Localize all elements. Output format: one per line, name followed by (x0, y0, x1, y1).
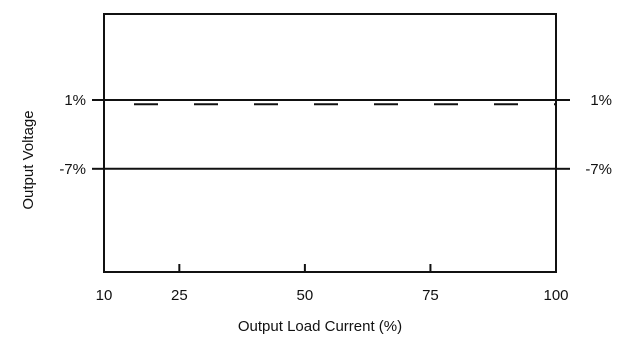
x-tick-label: 25 (171, 287, 188, 304)
y-tick-label-right: 1% (590, 92, 612, 109)
x-axis-title: Output Load Current (%) (238, 318, 402, 335)
y-tick-label-left: 1% (64, 92, 86, 109)
y-tick-label-right: -7% (585, 161, 612, 178)
plot-frame (103, 13, 557, 273)
x-tick-label: 100 (543, 287, 568, 304)
x-ticks: 10 25 50 75 100 (96, 264, 569, 304)
x-tick-label: 75 (422, 287, 439, 304)
series-layer (104, 99, 556, 170)
y-ticks-left: 1% -7% (59, 92, 104, 178)
y-ticks-right: 1% -7% (556, 92, 612, 178)
y-tick-label-left: -7% (59, 161, 86, 178)
x-tick-label: 50 (297, 287, 314, 304)
y-axis-title: Output Voltage (20, 110, 37, 209)
x-tick-label: 10 (96, 287, 113, 304)
